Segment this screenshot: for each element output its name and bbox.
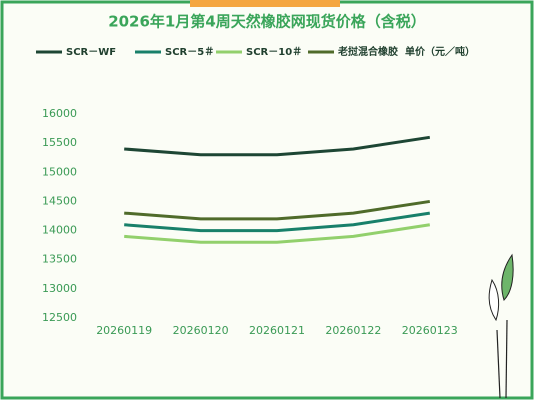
legend-label: SCR－5＃ [165,46,214,58]
accent-bar [190,0,340,7]
y-tick-label: 13500 [42,253,77,266]
x-tick-label: 20260123 [402,324,458,337]
y-tick-label: 12500 [42,311,77,324]
series-line [124,199,431,221]
y-tick-label: 16000 [42,107,77,120]
y-tick-label: 13000 [42,282,77,295]
x-tick-label: 20260120 [173,324,229,337]
x-tick-label: 20260119 [96,324,152,337]
legend-label: 老挝混合橡胶 [337,45,398,58]
y-tick-label: 14500 [42,194,77,207]
legend-label: SCR－WF [66,47,116,58]
series-line [124,135,431,157]
x-tick-label: 20260122 [325,324,381,337]
y-tick-label: 15000 [42,165,77,178]
y-tick-label: 14000 [42,224,77,237]
x-tick-label: 20260121 [249,324,305,337]
legend-label: SCR－10＃ [246,46,302,58]
y-tick-label: 15500 [42,136,77,149]
chart-title: 2026年1月第4周天然橡胶网现货价格（含税） [108,13,426,31]
y-axis-label: 单价（元／吨） [405,45,475,58]
plant [488,253,514,399]
series-line [124,211,431,233]
series-line [124,223,431,244]
